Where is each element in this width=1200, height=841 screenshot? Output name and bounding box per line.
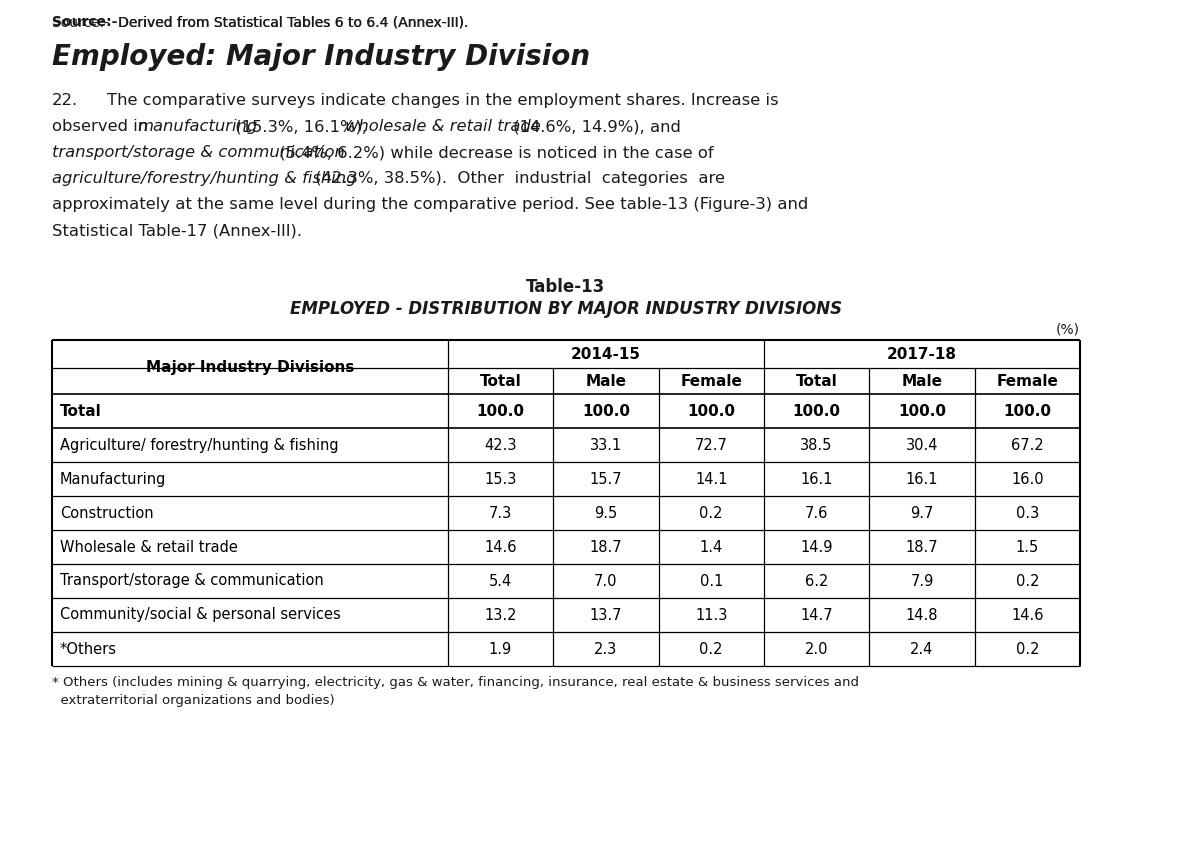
- Text: 14.1: 14.1: [695, 472, 727, 486]
- Text: Community/social & personal services: Community/social & personal services: [60, 607, 341, 622]
- Text: 33.1: 33.1: [589, 437, 622, 452]
- Text: Wholesale & retail trade: Wholesale & retail trade: [60, 539, 238, 554]
- Text: 2017-18: 2017-18: [887, 346, 956, 362]
- Text: 0.2: 0.2: [1015, 642, 1039, 657]
- Text: 7.9: 7.9: [911, 574, 934, 589]
- Text: 7.6: 7.6: [805, 505, 828, 521]
- Text: Female: Female: [680, 373, 742, 389]
- Text: Statistical Table-17 (Annex-III).: Statistical Table-17 (Annex-III).: [52, 223, 302, 238]
- Text: 2.0: 2.0: [805, 642, 828, 657]
- Text: 1.4: 1.4: [700, 539, 722, 554]
- Text: Major Industry Divisions: Major Industry Divisions: [145, 359, 354, 374]
- Text: 2.4: 2.4: [911, 642, 934, 657]
- Text: (5.4%, 6.2%) while decrease is noticed in the case of: (5.4%, 6.2%) while decrease is noticed i…: [274, 145, 714, 160]
- Text: Total: Total: [480, 373, 521, 389]
- Text: manufacturing: manufacturing: [137, 119, 257, 134]
- Text: 1.9: 1.9: [488, 642, 512, 657]
- Text: 100.0: 100.0: [1003, 404, 1051, 419]
- Text: 67.2: 67.2: [1010, 437, 1044, 452]
- Text: 7.3: 7.3: [488, 505, 512, 521]
- Text: 16.0: 16.0: [1012, 472, 1044, 486]
- Text: 100.0: 100.0: [476, 404, 524, 419]
- Text: 2.3: 2.3: [594, 642, 618, 657]
- Text: 42.3: 42.3: [485, 437, 517, 452]
- Text: 5.4: 5.4: [488, 574, 512, 589]
- Text: approximately at the same level during the comparative period. See table-13 (Fig: approximately at the same level during t…: [52, 197, 809, 212]
- Text: Total: Total: [796, 373, 838, 389]
- Text: 0.1: 0.1: [700, 574, 722, 589]
- Text: 100.0: 100.0: [688, 404, 736, 419]
- Text: 9.7: 9.7: [911, 505, 934, 521]
- Text: 0.2: 0.2: [700, 505, 722, 521]
- Text: EMPLOYED - DISTRIBUTION BY MAJOR INDUSTRY DIVISIONS: EMPLOYED - DISTRIBUTION BY MAJOR INDUSTR…: [290, 300, 842, 318]
- Text: 14.6: 14.6: [485, 539, 517, 554]
- Text: * Others (includes mining & quarrying, electricity, gas & water, financing, insu: * Others (includes mining & quarrying, e…: [52, 676, 859, 689]
- Text: extraterritorial organizations and bodies): extraterritorial organizations and bodie…: [52, 694, 335, 707]
- Text: 22.: 22.: [52, 93, 78, 108]
- Text: Total: Total: [60, 404, 102, 419]
- Text: Transport/storage & communication: Transport/storage & communication: [60, 574, 324, 589]
- Text: Male: Male: [901, 373, 942, 389]
- Text: Table-13: Table-13: [527, 278, 606, 296]
- Text: wholesale & retail trade: wholesale & retail trade: [346, 119, 541, 134]
- Text: Agriculture/ forestry/hunting & fishing: Agriculture/ forestry/hunting & fishing: [60, 437, 338, 452]
- Text: 18.7: 18.7: [906, 539, 938, 554]
- Text: 15.3: 15.3: [485, 472, 517, 486]
- Text: 11.3: 11.3: [695, 607, 727, 622]
- Text: 18.7: 18.7: [589, 539, 622, 554]
- Text: transport/storage & communication: transport/storage & communication: [52, 145, 344, 160]
- Text: 14.9: 14.9: [800, 539, 833, 554]
- Text: *Others: *Others: [60, 642, 118, 657]
- Text: 2014-15: 2014-15: [571, 346, 641, 362]
- Text: The comparative surveys indicate changes in the employment shares. Increase is: The comparative surveys indicate changes…: [107, 93, 779, 108]
- Text: 9.5: 9.5: [594, 505, 618, 521]
- Text: 6.2: 6.2: [805, 574, 828, 589]
- Text: 38.5: 38.5: [800, 437, 833, 452]
- Text: 1.5: 1.5: [1015, 539, 1039, 554]
- Text: 0.2: 0.2: [700, 642, 722, 657]
- Text: Female: Female: [996, 373, 1058, 389]
- Text: (42.3%, 38.5%).  Other  industrial  categories  are: (42.3%, 38.5%). Other industrial categor…: [310, 171, 725, 186]
- Text: 14.7: 14.7: [800, 607, 833, 622]
- Text: (%): (%): [1056, 322, 1080, 336]
- Text: Derived from Statistical Tables 6 to 6.4 (Annex-III).: Derived from Statistical Tables 6 to 6.4…: [114, 15, 469, 29]
- Text: observed in: observed in: [52, 119, 154, 134]
- Text: agriculture/forestry/hunting & fishing: agriculture/forestry/hunting & fishing: [52, 171, 356, 186]
- Text: 15.7: 15.7: [589, 472, 622, 486]
- Text: 7.0: 7.0: [594, 574, 618, 589]
- Text: 0.2: 0.2: [1015, 574, 1039, 589]
- Text: 14.6: 14.6: [1012, 607, 1044, 622]
- Text: (14.6%, 14.9%), and: (14.6%, 14.9%), and: [508, 119, 680, 134]
- Text: 13.2: 13.2: [485, 607, 517, 622]
- Text: Source:-  Derived from Statistical Tables 6 to 6.4 (Annex-III).: Source:- Derived from Statistical Tables…: [52, 15, 468, 29]
- Text: 100.0: 100.0: [898, 404, 946, 419]
- Text: 16.1: 16.1: [800, 472, 833, 486]
- Text: Male: Male: [586, 373, 626, 389]
- Text: 72.7: 72.7: [695, 437, 727, 452]
- Text: 14.8: 14.8: [906, 607, 938, 622]
- Text: Manufacturing: Manufacturing: [60, 472, 167, 486]
- Text: 0.3: 0.3: [1015, 505, 1039, 521]
- Text: Construction: Construction: [60, 505, 154, 521]
- Text: (15.3%, 16.1%),: (15.3%, 16.1%),: [230, 119, 372, 134]
- Text: Source:-: Source:-: [52, 15, 118, 29]
- Text: Employed: Major Industry Division: Employed: Major Industry Division: [52, 43, 590, 71]
- Text: 100.0: 100.0: [582, 404, 630, 419]
- Text: 13.7: 13.7: [589, 607, 622, 622]
- Text: 100.0: 100.0: [792, 404, 840, 419]
- Text: 16.1: 16.1: [906, 472, 938, 486]
- Text: 30.4: 30.4: [906, 437, 938, 452]
